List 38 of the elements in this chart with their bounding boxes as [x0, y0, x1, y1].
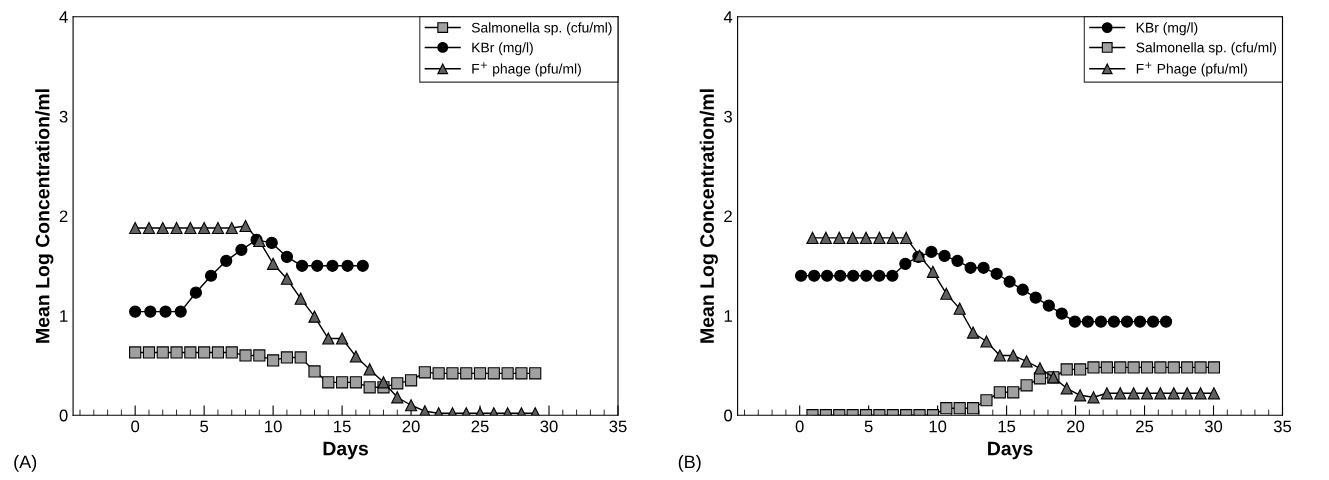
x-tick-label: 30	[1204, 420, 1223, 433]
legend-label: Salmonella sp. (cfu/ml)	[1136, 42, 1277, 56]
x-axis-title: Days	[323, 441, 368, 460]
x-tick-label: 30	[540, 420, 558, 433]
y-tick-label: 3	[59, 110, 68, 123]
legend-label: KBr (mg/l)	[1136, 22, 1198, 36]
x-tick-label: 10	[929, 420, 947, 433]
x-tick-label: 25	[471, 420, 489, 433]
y-axis-title: Mean Log Concentration/ml	[35, 89, 54, 343]
x-tick-label: 0	[795, 420, 804, 433]
y-tick-label: 2	[59, 210, 68, 223]
y-tick-label: 2	[724, 210, 732, 223]
y-tick-label: 4	[723, 11, 733, 23]
x-tick-label: 5	[200, 420, 209, 433]
y-tick-label: 0	[59, 409, 68, 422]
x-tick-label: 20	[402, 420, 420, 433]
y-tick-label: 0	[724, 409, 733, 422]
x-tick-label: 35	[609, 420, 627, 433]
x-tick-label: 20	[1067, 420, 1085, 433]
y-tick-label: 4	[59, 11, 68, 23]
x-tick-label: 0	[131, 420, 140, 433]
y-axis-title: Mean Log Concentration/ml	[699, 89, 718, 343]
x-tick-label: 25	[1136, 420, 1154, 433]
x-tick-label: 10	[265, 420, 282, 433]
x-tick-label: 15	[334, 420, 351, 433]
text: (B)	[678, 455, 701, 472]
x-tick-label: 5	[864, 420, 873, 433]
legend-label: KBr (mg/l)	[472, 42, 533, 56]
x-axis-title: Days	[988, 441, 1033, 460]
y-tick-label: 1	[724, 310, 732, 322]
legend-label: Salmonella sp. (cfu/ml)	[471, 22, 612, 36]
x-tick-label: 15	[998, 420, 1016, 433]
y-tick-label: 3	[724, 110, 732, 123]
x-tick-label: 35	[1273, 420, 1292, 433]
legend-label: F$^{+}$ Phage (pfu/ml)	[1136, 62, 1247, 77]
y-tick-label: 1	[60, 310, 68, 322]
legend-label: F$^{+}$ phage (pfu/ml)	[472, 62, 581, 77]
text: (A)	[14, 455, 37, 472]
